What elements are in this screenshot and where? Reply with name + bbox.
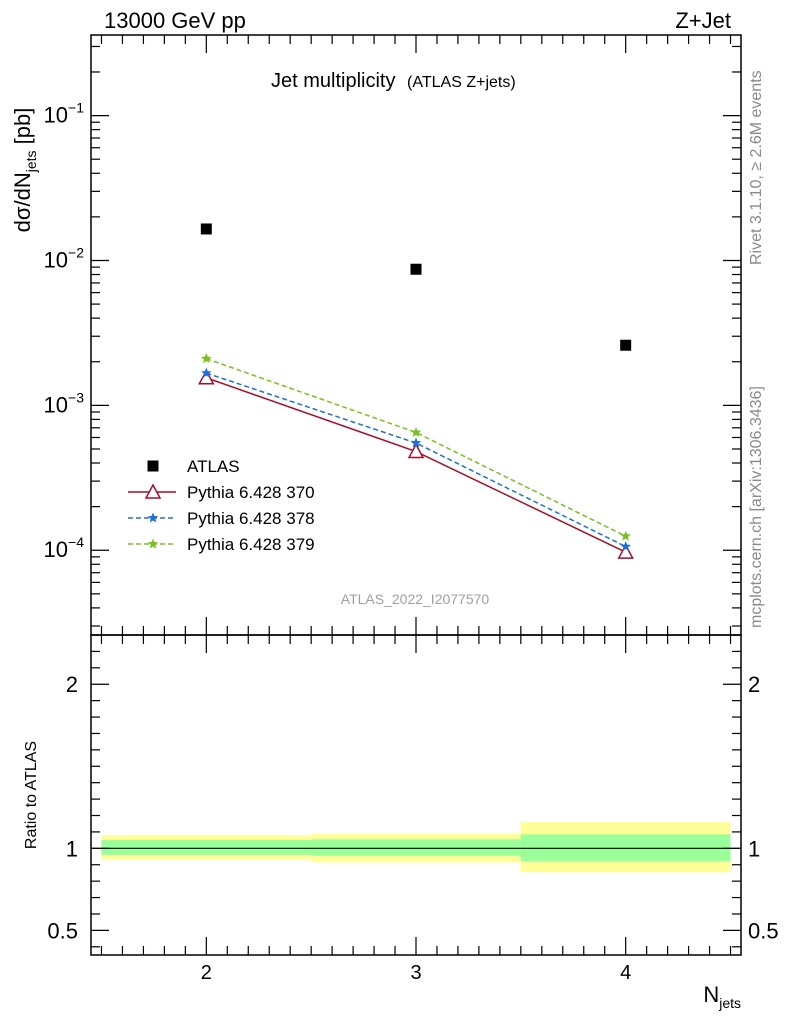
y-tick-label: 10−4	[44, 534, 85, 562]
data-point	[198, 369, 215, 385]
legend-label: Pythia 6.428 378	[187, 509, 315, 528]
series-markers	[198, 223, 634, 559]
legend-marker	[147, 460, 159, 472]
header-process-label: Z+Jet	[675, 8, 731, 33]
data-point	[620, 339, 632, 351]
data-point	[410, 426, 422, 437]
mcplots-reference-note: mcplots.cern.ch [arXiv:1306.3436]	[748, 386, 765, 628]
x-tick-label: 2	[201, 962, 212, 984]
ratio-y-tick-label-left: 0.5	[47, 918, 78, 943]
legend-marker	[144, 483, 162, 499]
main-plot-panel: 10−1 10−2 10−3 10−4	[44, 34, 742, 636]
ratio-plot-panel: 2 2 1 1 0.5 0.5 2 3 4	[47, 634, 779, 984]
legend-marker	[147, 512, 159, 523]
y-tick-label: 10−2	[44, 244, 85, 272]
rivet-version-note: Rivet 3.1.10, ≥ 2.6M events	[748, 70, 765, 265]
plot-title: Jet multiplicity (ATLAS Z+jets)	[271, 70, 516, 92]
legend-marker	[147, 538, 159, 549]
x-tick-label: 4	[620, 962, 631, 984]
main-axis-ticks	[91, 35, 741, 635]
stat-uncertainty-band	[101, 840, 312, 855]
legend: ATLAS Pythia 6.428 370 Pythia 6.428 378 Pyt…	[128, 457, 315, 554]
data-point	[407, 442, 425, 459]
data-point	[201, 367, 212, 378]
ratio-y-tick-label-left: 2	[66, 672, 78, 697]
plot-title-main: Jet multiplicity	[271, 70, 395, 92]
data-point	[620, 541, 631, 552]
data-point	[201, 353, 212, 364]
main-y-axis-label-sub: jets	[23, 150, 39, 173]
legend-entry: Pythia 6.428 379	[128, 535, 315, 554]
series-line	[206, 372, 627, 548]
y-tick-label: 10−1	[44, 100, 85, 128]
stat-uncertainty-band	[311, 839, 521, 856]
plot-title-sub: (ATLAS Z+jets)	[407, 74, 516, 91]
data-point	[617, 543, 634, 559]
ratio-y-axis-label: Ratio to ATLAS	[23, 741, 40, 849]
data-point	[410, 263, 422, 275]
x-tick-label: 3	[410, 962, 421, 984]
data-point	[200, 223, 212, 235]
main-y-axis-label-text: dσ/dN	[10, 172, 35, 232]
x-axis-label: Njets	[703, 982, 741, 1011]
main-y-axis-label-unit: [pb]	[10, 108, 35, 151]
legend-entry: Pythia 6.428 370	[128, 483, 315, 502]
ratio-y-tick-label-right: 2	[748, 672, 760, 697]
ratio-uncertainty-bands	[101, 822, 731, 873]
legend-label: Pythia 6.428 370	[187, 483, 315, 502]
x-axis-label-sub: jets	[718, 995, 741, 1011]
ratio-y-tick-label-right: 1	[748, 836, 760, 861]
ratio-y-tick-label-left: 1	[66, 836, 78, 861]
ratio-y-tick-label-right: 0.5	[748, 918, 779, 943]
data-point	[620, 530, 631, 541]
data-point	[410, 437, 422, 448]
header-energy-label: 13000 GeV pp	[104, 8, 246, 33]
main-y-axis-label: dσ/dNjets [pb]	[10, 108, 39, 233]
y-tick-label: 10−3	[44, 389, 85, 417]
ratio-axis-ticks	[91, 634, 741, 955]
x-tick-labels: 2 3 4	[201, 962, 631, 984]
legend-entry: ATLAS	[147, 457, 240, 476]
series-line	[206, 357, 627, 537]
main-y-tick-labels: 10−1 10−2 10−3 10−4	[44, 100, 85, 563]
legend-label: ATLAS	[187, 457, 240, 476]
ratio-y-tick-labels: 2 2 1 1 0.5 0.5	[47, 672, 778, 943]
x-axis-label-text: N	[703, 982, 719, 1007]
ratio-plot-frame	[90, 634, 742, 956]
analysis-id-watermark: ATLAS_2022_I2077570	[341, 591, 490, 607]
legend-label: Pythia 6.428 379	[187, 535, 315, 554]
legend-entry: Pythia 6.428 378	[128, 509, 315, 528]
